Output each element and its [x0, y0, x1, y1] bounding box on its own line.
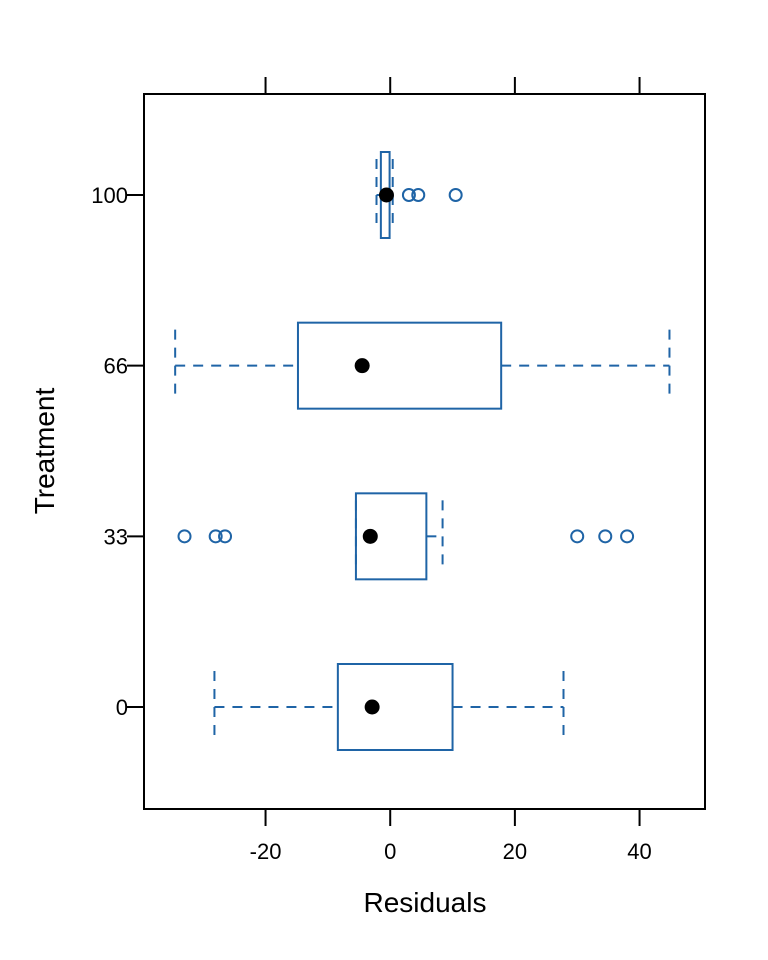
outlier-point [570, 529, 585, 544]
outlier-point [177, 529, 192, 544]
outlier-point [448, 188, 463, 202]
left-axis: 0 33 66 100 [91, 183, 144, 720]
box [296, 321, 503, 410]
median-dot [378, 187, 394, 203]
box [354, 492, 428, 581]
outlier-point [620, 529, 635, 544]
box-group-0 [213, 663, 565, 751]
box-group-66 [174, 321, 671, 410]
x-tick-label: 40 [627, 839, 651, 864]
x-tick-label: -20 [250, 839, 282, 864]
y-tick-label: 0 [116, 695, 128, 720]
median-dot [364, 699, 380, 715]
bottom-axis: -20 0 20 40 [250, 809, 652, 864]
plot-frame [143, 93, 706, 810]
y-tick-label: 66 [104, 354, 128, 379]
x-tick-label: 20 [503, 839, 527, 864]
outlier-point [401, 188, 416, 202]
outlier-point [218, 529, 233, 544]
box-group-33 [177, 492, 635, 581]
boxes-layer [174, 151, 671, 751]
median-dot [354, 358, 370, 374]
x-tick-label: 0 [384, 839, 396, 864]
y-tick-label: 100 [91, 183, 128, 208]
x-axis-title: Residuals [364, 887, 487, 918]
box-group-100 [375, 151, 463, 239]
outlier-point [598, 529, 613, 544]
y-axis-title: Treatment [29, 388, 60, 515]
box [336, 663, 454, 751]
top-axis-ticks [264, 77, 641, 94]
y-tick-label: 33 [104, 524, 128, 549]
median-dot [362, 528, 378, 544]
outlier-point [411, 188, 426, 202]
outlier-point [208, 529, 223, 544]
